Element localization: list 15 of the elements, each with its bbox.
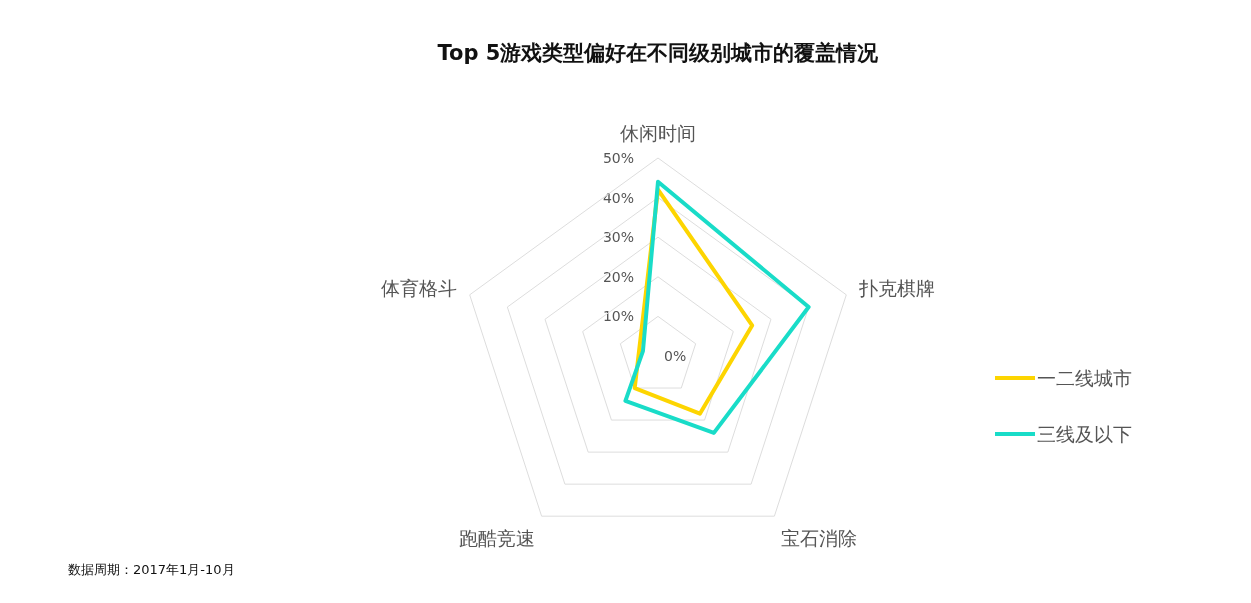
spoke-label: 宝石消除 xyxy=(780,526,857,549)
chart-title: Top 5游戏类型偏好在不同级别城市的覆盖情况 xyxy=(437,41,880,65)
y-tick-label: 40% xyxy=(602,189,634,206)
y-tick-label: 20% xyxy=(602,268,634,285)
spoke-label: 跑酷竞速 xyxy=(459,526,536,549)
spoke-label: 休闲时间 xyxy=(620,122,696,145)
text: 数据周期：2017年1月-10月 xyxy=(68,562,235,577)
y-tick-label: 0% xyxy=(664,348,687,364)
y-tick-label: 30% xyxy=(602,229,634,246)
legend-label: 一二线城市 xyxy=(1037,367,1132,389)
legend-label: 三线及以下 xyxy=(1037,423,1132,445)
spoke-label: 扑克棋牌 xyxy=(858,277,936,300)
y-tick-label: 10% xyxy=(602,308,634,325)
spoke-label: 体育格斗 xyxy=(380,277,457,300)
y-tick-label: 50% xyxy=(602,150,634,166)
